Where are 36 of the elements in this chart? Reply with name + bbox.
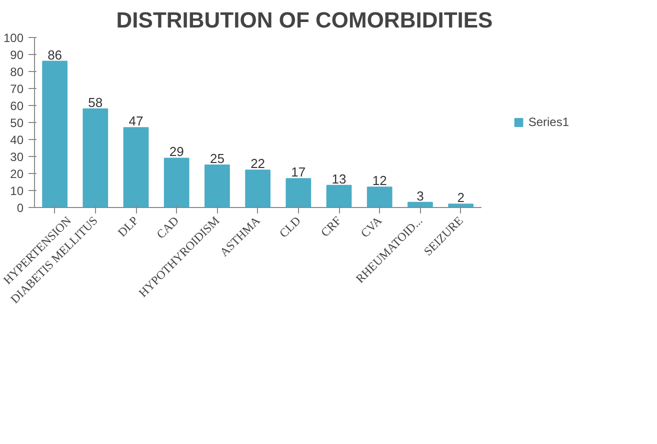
bar	[42, 60, 68, 208]
y-tick-label: 30	[10, 150, 24, 164]
x-tick-label: CRF	[318, 213, 344, 240]
y-tick-label: 90	[10, 48, 24, 62]
data-label: 25	[210, 151, 224, 166]
bar	[326, 184, 352, 208]
bar	[164, 158, 190, 208]
y-tick-label: 40	[10, 133, 24, 147]
x-tick-label: CLD	[276, 213, 304, 240]
y-tick-label: 60	[10, 99, 24, 113]
data-label: 58	[88, 94, 103, 110]
x-tick-label: DLP	[115, 213, 142, 240]
data-label: 13	[332, 171, 346, 186]
bar	[366, 186, 392, 208]
bar	[204, 164, 230, 208]
y-tick-label: 10	[10, 184, 24, 198]
data-label: 47	[128, 114, 144, 129]
data-label: 86	[48, 47, 62, 62]
data-label: 17	[291, 164, 306, 180]
y-tick-label: 20	[10, 167, 24, 181]
legend-label: Series1	[528, 115, 569, 129]
chart-title: DISTRIBUTION OF COMORBIDITIES	[116, 8, 493, 32]
data-label: 29	[169, 144, 184, 160]
bar	[123, 127, 149, 208]
data-label: 3	[416, 188, 424, 204]
data-label: 12	[372, 173, 387, 188]
y-tick-label: 80	[10, 65, 24, 79]
bar	[245, 170, 270, 208]
y-tick-label: 0	[16, 201, 24, 215]
data-label: 2	[457, 190, 464, 206]
y-tick-label: 100	[3, 31, 24, 45]
bar	[286, 178, 312, 208]
bar	[82, 108, 108, 208]
y-tick-label: 70	[10, 82, 24, 96]
y-tick-label: 50	[10, 116, 24, 130]
data-label: 22	[250, 156, 266, 172]
